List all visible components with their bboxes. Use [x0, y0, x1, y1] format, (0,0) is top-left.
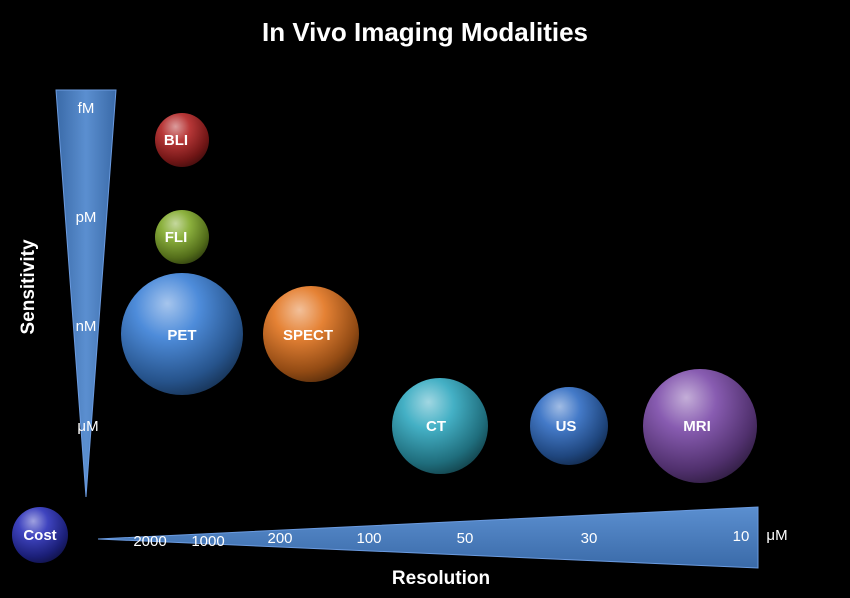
- modality-bubbles: BLI FLI PET SPECT CT US: [121, 113, 757, 483]
- resolution-tick: 100: [356, 530, 381, 547]
- bubble-us: US: [530, 387, 608, 465]
- resolution-triangle: [97, 506, 759, 569]
- spect-sphere: [263, 286, 359, 382]
- sensitivity-tick: fM: [78, 100, 95, 117]
- pet-label: PET: [167, 327, 196, 344]
- ct-label: CT: [426, 418, 446, 435]
- cost-label: Cost: [23, 527, 56, 544]
- bubble-fli: FLI: [155, 210, 209, 264]
- fli-label: FLI: [165, 229, 188, 246]
- spect-label: SPECT: [283, 327, 333, 344]
- bubble-bli: BLI: [155, 113, 209, 167]
- us-label: US: [556, 418, 577, 435]
- resolution-tick: 10: [733, 528, 750, 545]
- sensitivity-axis-label: Sensitivity: [18, 239, 39, 334]
- mri-sphere: [643, 369, 757, 483]
- resolution-tick: 2000: [133, 533, 166, 550]
- resolution-unit: μM: [766, 527, 787, 544]
- bli-label: BLI: [164, 132, 188, 149]
- sensitivity-tick: pM: [76, 209, 97, 226]
- us-sphere: [530, 387, 608, 465]
- resolution-tick: 30: [581, 530, 598, 547]
- bli-sphere: [155, 113, 209, 167]
- resolution-tick: 50: [457, 530, 474, 547]
- resolution-tick: 200: [267, 530, 292, 547]
- sensitivity-triangle: [55, 89, 117, 498]
- sensitivity-tick: nM: [76, 318, 97, 335]
- bubble-pet: PET: [121, 273, 243, 395]
- ct-sphere: [392, 378, 488, 474]
- bubble-ct: CT: [392, 378, 488, 474]
- sensitivity-tick: μM: [77, 418, 98, 435]
- resolution-tick: 1000: [191, 533, 224, 550]
- bubble-mri: MRI: [643, 369, 757, 483]
- pet-sphere: [121, 273, 243, 395]
- bubble-spect: SPECT: [263, 286, 359, 382]
- cost-sphere: [12, 507, 68, 563]
- resolution-axis-label: Resolution: [392, 568, 490, 589]
- fli-sphere: [155, 210, 209, 264]
- diagram-title: In Vivo Imaging Modalities: [262, 17, 588, 47]
- mri-label: MRI: [683, 418, 711, 435]
- cost-bubble: Cost: [12, 507, 68, 563]
